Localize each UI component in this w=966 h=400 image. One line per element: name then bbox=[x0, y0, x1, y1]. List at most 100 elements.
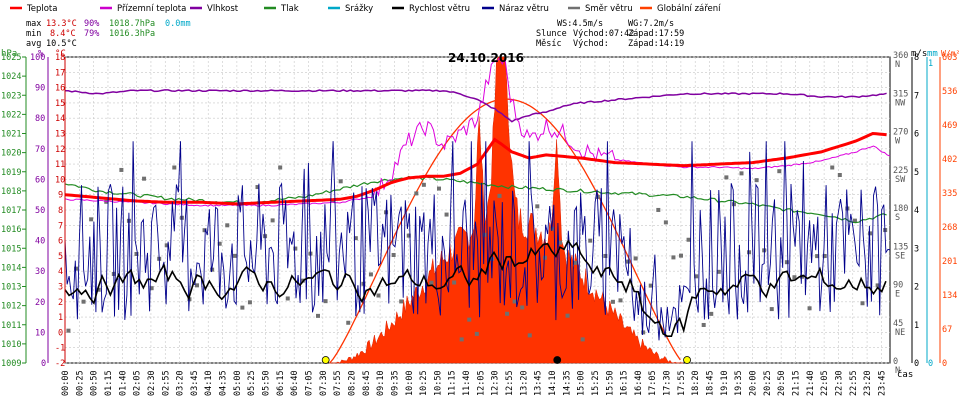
wind-tick-label: 8 bbox=[914, 53, 919, 63]
time-tick-label: 17:55 bbox=[677, 370, 687, 396]
wind-direction-point bbox=[603, 253, 608, 258]
wind-direction-point bbox=[656, 207, 661, 212]
time-tick-label: 13:45 bbox=[534, 370, 544, 396]
wind-direction-point bbox=[663, 220, 668, 225]
time-tick-label: 16:15 bbox=[620, 370, 630, 396]
wind-direction-point bbox=[747, 250, 752, 255]
time-tick-label: 00:00 bbox=[61, 370, 71, 396]
pressure-tick-label: 1013 bbox=[1, 283, 21, 293]
wind-direction-point bbox=[641, 330, 646, 335]
wind-tick-label: 5 bbox=[914, 168, 919, 178]
humidity-tick-label: 50 bbox=[35, 206, 45, 216]
time-tick-label: 06:15 bbox=[276, 370, 286, 396]
direction-tick-name: SW bbox=[895, 175, 906, 185]
direction-tick-name: E bbox=[895, 290, 900, 300]
wind-direction-point bbox=[255, 185, 260, 190]
stats-wind-gust: WG:7.2m/s bbox=[628, 19, 674, 29]
time-tick-label: 04:10 bbox=[204, 370, 214, 396]
wind-direction-point bbox=[391, 252, 396, 257]
wind-direction-point bbox=[822, 254, 827, 259]
time-tick-label: 02:55 bbox=[161, 370, 171, 396]
stats-avg-temp: 10.5°C bbox=[46, 39, 77, 49]
humidity-tick-label: 70 bbox=[35, 145, 45, 155]
temperature-tick-label: 2 bbox=[58, 298, 63, 308]
stats-max-label: max bbox=[26, 19, 41, 29]
humidity-tick-label: 80 bbox=[35, 114, 45, 124]
time-tick-label: 09:10 bbox=[376, 370, 386, 396]
pressure-tick-label: 1012 bbox=[1, 302, 21, 312]
wind-direction-point bbox=[724, 175, 729, 180]
wind-direction-point bbox=[217, 241, 222, 246]
time-tick-label: 21:40 bbox=[806, 370, 816, 396]
wind-direction-point bbox=[588, 238, 593, 243]
wind-direction-point bbox=[225, 223, 230, 228]
stats-moonset: Západ:14:19 bbox=[628, 39, 684, 49]
time-tick-label: 16:40 bbox=[634, 370, 644, 396]
humidity-tick-label: 0 bbox=[41, 359, 46, 369]
time-tick-label: 00:25 bbox=[75, 370, 85, 396]
time-tick-label: 20:50 bbox=[777, 370, 787, 396]
right-axes: 0N45NE90E135SE180S225SW270W315NW360N0123… bbox=[893, 49, 960, 376]
wind-direction-point bbox=[633, 256, 638, 261]
humidity-tick-label: 20 bbox=[35, 298, 45, 308]
wind-direction-point bbox=[376, 293, 381, 298]
pressure-tick-label: 1022 bbox=[1, 110, 21, 120]
stats-wind-speed: WS:4.5m/s bbox=[557, 19, 603, 29]
time-tick-label: 11:40 bbox=[462, 370, 472, 396]
wind-direction-point bbox=[618, 298, 623, 303]
rain-tick-label: 1 bbox=[928, 59, 933, 69]
wind-direction-point bbox=[346, 320, 351, 325]
direction-tick-name: NE bbox=[895, 328, 905, 338]
wind-tick-label: 1 bbox=[914, 321, 919, 331]
wind-direction-point bbox=[739, 171, 744, 176]
wind-direction-point bbox=[316, 313, 320, 318]
time-tick-label: 23:45 bbox=[877, 370, 887, 396]
direction-tick-label: 45 bbox=[893, 319, 903, 329]
time-tick-label: 18:45 bbox=[706, 370, 716, 396]
wind-direction-point bbox=[648, 283, 653, 288]
rain-tick-label: 0 bbox=[928, 359, 933, 369]
time-tick-label: 12:05 bbox=[476, 370, 486, 396]
stats-max-press: 1018.7hPa bbox=[109, 19, 155, 29]
stats-moon-label: Měsíc bbox=[536, 39, 562, 49]
temperature-tick-label: 10 bbox=[55, 175, 65, 185]
radiation-tick-label: 67 bbox=[942, 325, 952, 335]
wind-direction-point bbox=[452, 280, 457, 285]
time-tick-label: 06:40 bbox=[290, 370, 300, 396]
stats-avg-label: avg bbox=[26, 39, 41, 49]
temperature-tick-label: 14 bbox=[55, 114, 65, 124]
time-tick-label: 20:25 bbox=[763, 370, 773, 396]
wind-direction-point bbox=[81, 299, 86, 304]
wind-direction-point bbox=[232, 253, 237, 258]
wind-direction-point bbox=[512, 299, 517, 304]
time-tick-label: 08:45 bbox=[362, 370, 372, 396]
wind-direction-point bbox=[66, 328, 71, 333]
direction-tick-label: 0 bbox=[893, 357, 898, 367]
wind-direction-point bbox=[852, 218, 857, 223]
time-tick-label: 05:00 bbox=[233, 370, 243, 396]
wind-direction-point bbox=[406, 233, 411, 238]
wind-direction-point bbox=[89, 217, 94, 222]
time-tick-label: 08:20 bbox=[348, 370, 358, 396]
direction-tick-label: 315 bbox=[893, 89, 908, 99]
wind-tick-label: 7 bbox=[914, 91, 919, 101]
direction-tick-name: N bbox=[895, 60, 900, 70]
time-axis: 00:00 00:25 00:50 01:15 01:40 02:05 02:30 02:55… bbox=[61, 369, 913, 396]
stats-max-hum: 90% bbox=[84, 19, 99, 29]
stats-min-label: min bbox=[26, 29, 41, 39]
direction-tick-name: W bbox=[895, 137, 901, 147]
wind-direction-point bbox=[368, 272, 373, 277]
direction-tick-label: 225 bbox=[893, 166, 908, 176]
time-tick-label: 00:50 bbox=[90, 370, 100, 396]
temperature-unit: °C bbox=[55, 49, 66, 59]
wind-direction-point bbox=[754, 178, 759, 183]
wind-direction-point bbox=[520, 305, 525, 310]
time-tick-label: 05:50 bbox=[262, 370, 272, 396]
wind-direction-point bbox=[134, 251, 139, 256]
wind-direction-point bbox=[542, 255, 547, 260]
temperature-tick-label: 3 bbox=[58, 283, 63, 293]
time-tick-label: 02:05 bbox=[133, 370, 143, 396]
humidity-line bbox=[64, 89, 887, 123]
pressure-tick-label: 1016 bbox=[1, 225, 21, 235]
